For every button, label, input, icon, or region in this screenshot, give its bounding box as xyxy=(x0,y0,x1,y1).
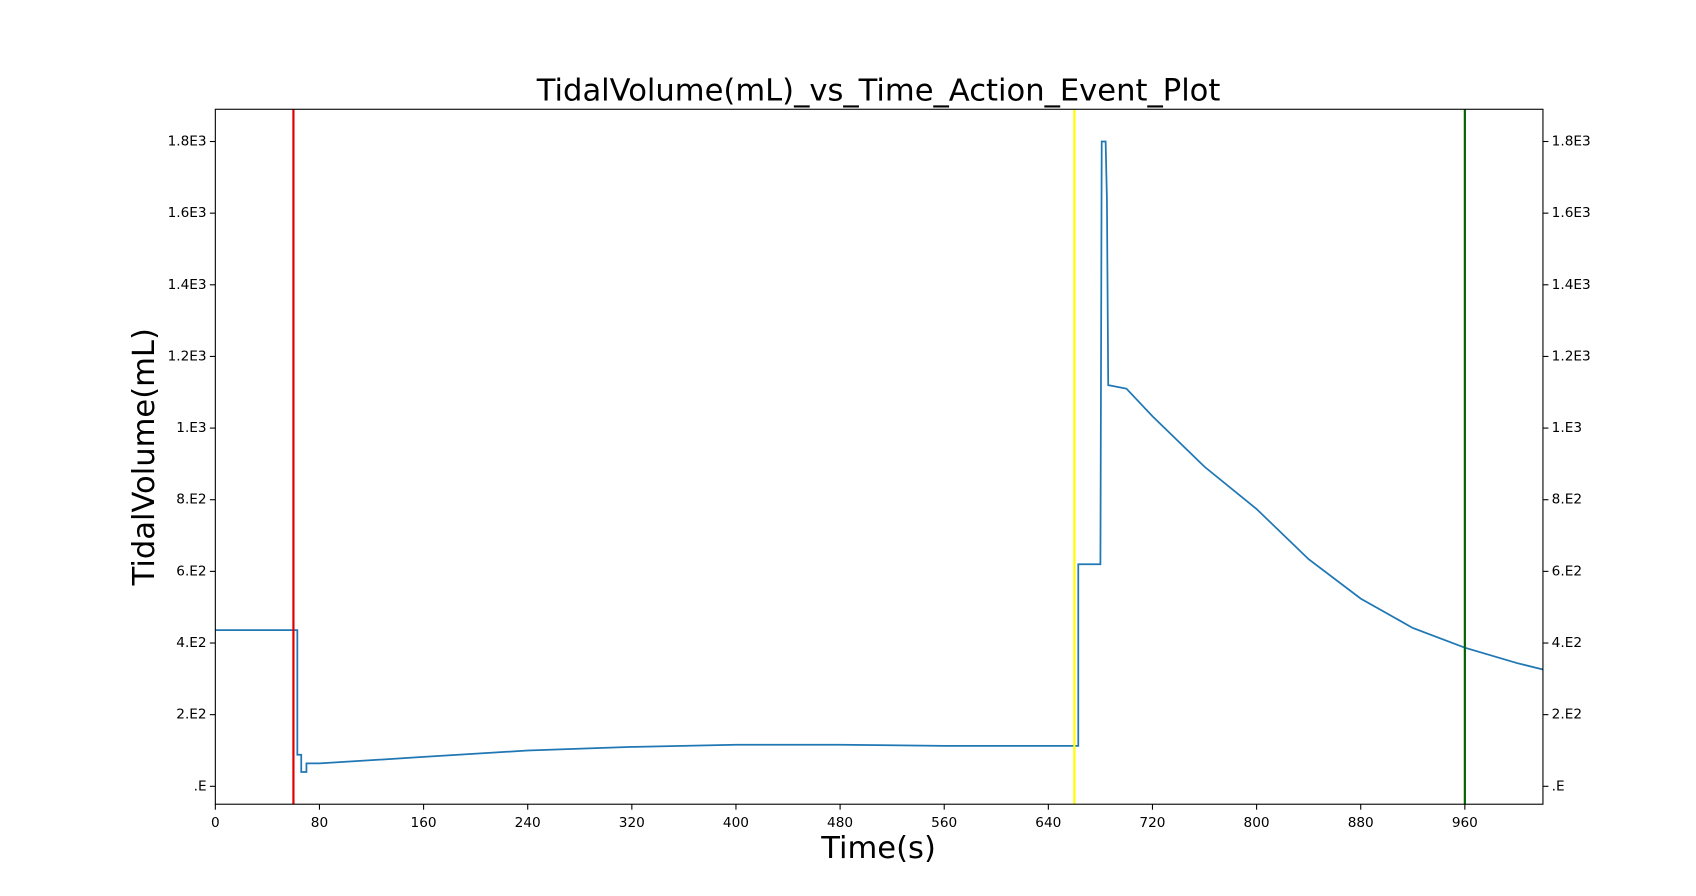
y-tick-label: 1.6E3 xyxy=(168,205,207,221)
y-tick-label-right: 8.E2 xyxy=(1552,492,1582,508)
x-tick-label: 800 xyxy=(1244,815,1270,831)
y-tick-label: 1.4E3 xyxy=(168,277,207,293)
x-tick-label: 560 xyxy=(931,815,957,831)
data-line xyxy=(215,140,1544,773)
x-tick-label: 480 xyxy=(827,815,853,831)
y-tick-label: 4.E2 xyxy=(176,635,206,651)
y-tick-label-right: 1.8E3 xyxy=(1552,134,1591,150)
x-tick-label: 960 xyxy=(1452,815,1478,831)
y-tick-label: .E xyxy=(194,778,207,794)
y-tick-label: 8.E2 xyxy=(176,492,206,508)
y-tick-label-right: 1.4E3 xyxy=(1552,277,1591,293)
y-tick-label-right: .E xyxy=(1552,778,1565,794)
x-tick-label: 320 xyxy=(619,815,645,831)
x-tick-label: 880 xyxy=(1348,815,1374,831)
y-tick-label: 1.E3 xyxy=(176,420,206,436)
x-tick-label: 640 xyxy=(1035,815,1061,831)
y-tick-label-right: 1.E3 xyxy=(1552,420,1582,436)
x-axis-label: Time(s) xyxy=(820,831,936,866)
x-tick-label: 720 xyxy=(1139,815,1165,831)
y-tick-label: 1.2E3 xyxy=(168,348,207,364)
y-tick-label-right: 6.E2 xyxy=(1552,563,1582,579)
y-tick-label: 2.E2 xyxy=(176,707,206,723)
x-tick-label: 240 xyxy=(515,815,541,831)
y-axis-label: TidalVolume(mL) xyxy=(127,328,162,586)
y-tick-label-right: 2.E2 xyxy=(1552,707,1582,723)
y-tick-label: 1.8E3 xyxy=(168,134,207,150)
y-tick-label-right: 1.6E3 xyxy=(1552,205,1591,221)
x-tick-label: 80 xyxy=(311,815,328,831)
x-tick-label: 0 xyxy=(211,815,220,831)
y-tick-label-right: 1.2E3 xyxy=(1552,348,1591,364)
y-tick-label: 6.E2 xyxy=(176,563,206,579)
y-tick-label-right: 4.E2 xyxy=(1552,635,1582,651)
x-tick-label: 160 xyxy=(411,815,437,831)
plot-frame xyxy=(214,108,1544,805)
x-tick-label: 400 xyxy=(723,815,749,831)
chart-title: TidalVolume(mL)_vs_Time_Action_Event_Plo… xyxy=(536,74,1221,109)
